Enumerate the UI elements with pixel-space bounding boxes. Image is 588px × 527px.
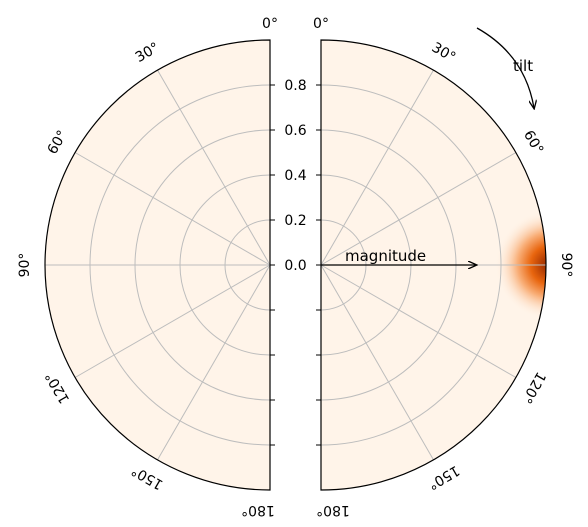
right-angle-tick-label: 0° — [313, 16, 329, 32]
right-angle-tick-label: 90° — [558, 253, 574, 278]
right-angle-tick-label: 120° — [518, 369, 549, 406]
annotations: tilt magnitude — [321, 27, 534, 265]
left-angle-gridline — [74, 152, 271, 266]
left-panel-grid — [45, 69, 271, 461]
left-angle-tick-label: 150° — [129, 462, 166, 493]
left-angle-tick-label: 0° — [262, 16, 278, 32]
right-angle-tick-label: 60° — [520, 128, 546, 158]
tilt-arrow — [476, 27, 534, 108]
right-panel-border — [320, 39, 547, 491]
left-angle-gridline — [157, 264, 271, 461]
left-angle-tick-label: 60° — [45, 128, 71, 158]
left-panel-border — [44, 39, 271, 491]
right-angle-gridline — [320, 264, 517, 378]
left-angle-tick-label: 90° — [17, 253, 33, 278]
left-angle-gridline — [74, 264, 271, 378]
radial-axis: 0.0 0.2 0.4 0.6 0.8 — [270, 78, 321, 446]
radial-tick-label: 0.2 — [284, 213, 306, 229]
right-polar-panel: 0° 30° 60° 90° 120° 150° 180° — [313, 16, 574, 518]
tilt-label: tilt — [513, 57, 533, 75]
radial-tick-label: 0.8 — [284, 78, 306, 94]
left-angle-tick-label: 180° — [241, 502, 275, 518]
left-angle-tick-label: 30° — [133, 40, 163, 66]
left-angle-gridline — [157, 69, 271, 266]
magnitude-label: magnitude — [345, 247, 426, 265]
left-polar-panel: 0° 30° 60° 90° 120° 150° 180° — [17, 16, 278, 518]
right-angle-gridline — [320, 69, 434, 266]
radial-tick-label: 0.6 — [284, 123, 306, 139]
radial-tick-label: 0.4 — [284, 168, 306, 184]
right-angle-gridline — [320, 264, 434, 461]
right-angle-gridline — [320, 152, 517, 266]
right-angle-tick-label: 180° — [316, 502, 350, 518]
radial-tick-label: 0.0 — [284, 258, 306, 274]
right-angle-tick-label: 30° — [429, 40, 459, 66]
left-angle-tick-label: 120° — [42, 369, 73, 406]
right-angle-tick-label: 150° — [425, 462, 462, 493]
